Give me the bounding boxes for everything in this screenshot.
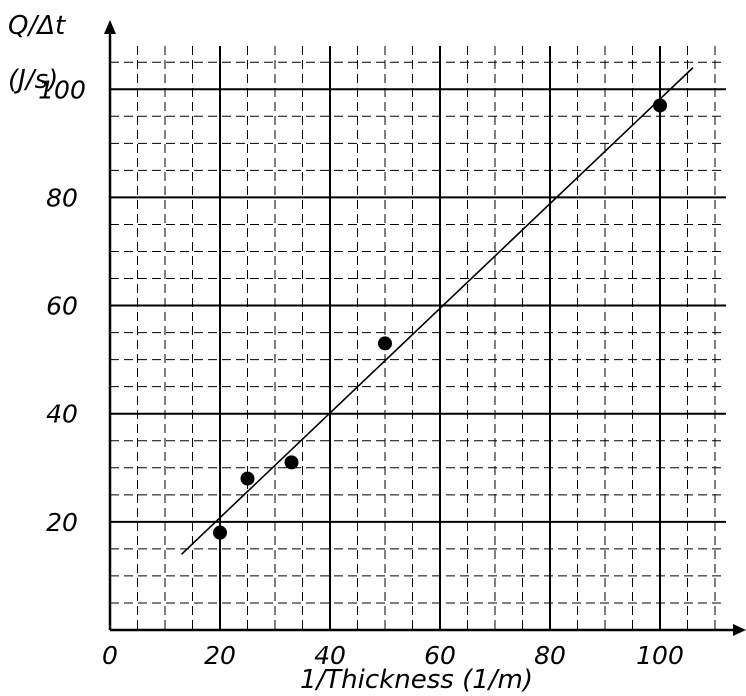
data-point <box>213 525 227 540</box>
y-tick-label: 20 <box>46 508 78 537</box>
y-axis-unit: (J/s) <box>8 65 58 95</box>
x-tick-label: 60 <box>424 641 456 670</box>
axes <box>104 20 746 636</box>
data-point <box>378 336 392 351</box>
grid-major <box>110 46 726 630</box>
x-tick-label: 0 <box>102 641 118 670</box>
y-tick-label: 100 <box>38 75 86 104</box>
x-tick-label: 40 <box>314 641 346 670</box>
y-tick-label: 40 <box>46 400 78 429</box>
y-tick-label: 60 <box>46 292 78 321</box>
x-tick-label: 20 <box>204 641 236 670</box>
fit-line-group <box>180 67 694 555</box>
data-point <box>240 471 255 486</box>
x-axis-arrow <box>733 624 746 636</box>
data-point <box>284 455 299 470</box>
x-axis-label: 1/Thickness (1/m) <box>300 665 533 695</box>
x-tick-label: 100 <box>636 641 684 670</box>
y-axis-arrow <box>104 20 116 34</box>
data-points <box>213 98 667 540</box>
grid-minor <box>110 46 726 630</box>
tick-labels: 0 20 40 60 80 100 20 40 60 80 100 <box>38 75 684 670</box>
y-tick-label: 80 <box>46 183 78 212</box>
y-axis-label: Q/Δt <box>8 11 66 41</box>
data-point <box>653 98 667 113</box>
x-tick-label: 80 <box>534 641 566 670</box>
best-fit-line <box>180 67 694 555</box>
